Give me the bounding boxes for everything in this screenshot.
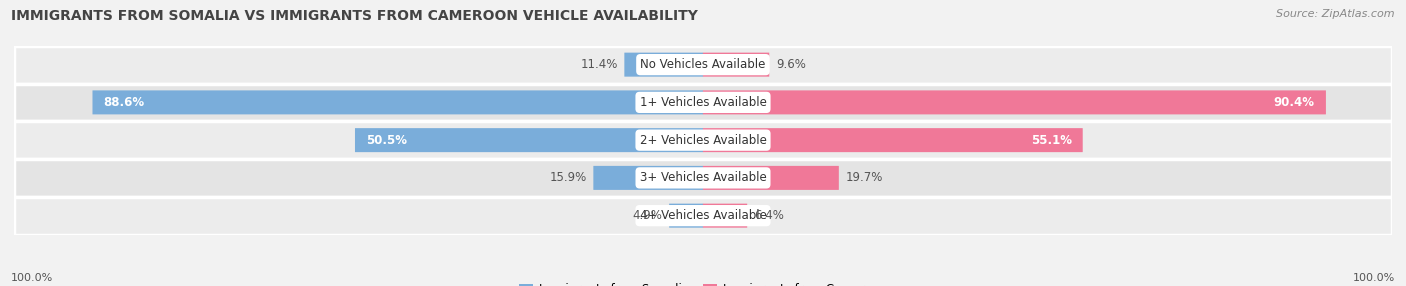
Text: IMMIGRANTS FROM SOMALIA VS IMMIGRANTS FROM CAMEROON VEHICLE AVAILABILITY: IMMIGRANTS FROM SOMALIA VS IMMIGRANTS FR… [11, 9, 699, 23]
Text: 90.4%: 90.4% [1274, 96, 1315, 109]
FancyBboxPatch shape [703, 204, 747, 228]
Text: 11.4%: 11.4% [581, 58, 617, 71]
Legend: Immigrants from Somalia, Immigrants from Cameroon: Immigrants from Somalia, Immigrants from… [515, 278, 891, 286]
Text: 55.1%: 55.1% [1031, 134, 1071, 147]
FancyBboxPatch shape [93, 90, 703, 114]
FancyBboxPatch shape [669, 204, 703, 228]
Text: 19.7%: 19.7% [845, 171, 883, 184]
Text: 4.9%: 4.9% [633, 209, 662, 222]
Text: No Vehicles Available: No Vehicles Available [640, 58, 766, 71]
Bar [14, 159, 1392, 197]
Text: 2+ Vehicles Available: 2+ Vehicles Available [640, 134, 766, 147]
Bar [14, 197, 1392, 235]
FancyBboxPatch shape [703, 166, 839, 190]
FancyBboxPatch shape [703, 128, 1083, 152]
Text: 3+ Vehicles Available: 3+ Vehicles Available [640, 171, 766, 184]
Bar [14, 46, 1392, 84]
Bar [14, 84, 1392, 121]
Text: 6.4%: 6.4% [754, 209, 785, 222]
FancyBboxPatch shape [593, 166, 703, 190]
Text: 50.5%: 50.5% [366, 134, 408, 147]
Bar [14, 121, 1392, 159]
Text: 9.6%: 9.6% [776, 58, 806, 71]
Text: 4+ Vehicles Available: 4+ Vehicles Available [640, 209, 766, 222]
FancyBboxPatch shape [703, 53, 769, 77]
FancyBboxPatch shape [703, 90, 1326, 114]
FancyBboxPatch shape [354, 128, 703, 152]
Text: Source: ZipAtlas.com: Source: ZipAtlas.com [1277, 9, 1395, 19]
FancyBboxPatch shape [624, 53, 703, 77]
Text: 1+ Vehicles Available: 1+ Vehicles Available [640, 96, 766, 109]
Text: 88.6%: 88.6% [104, 96, 145, 109]
Text: 100.0%: 100.0% [1353, 273, 1395, 283]
Text: 15.9%: 15.9% [550, 171, 586, 184]
Text: 100.0%: 100.0% [11, 273, 53, 283]
